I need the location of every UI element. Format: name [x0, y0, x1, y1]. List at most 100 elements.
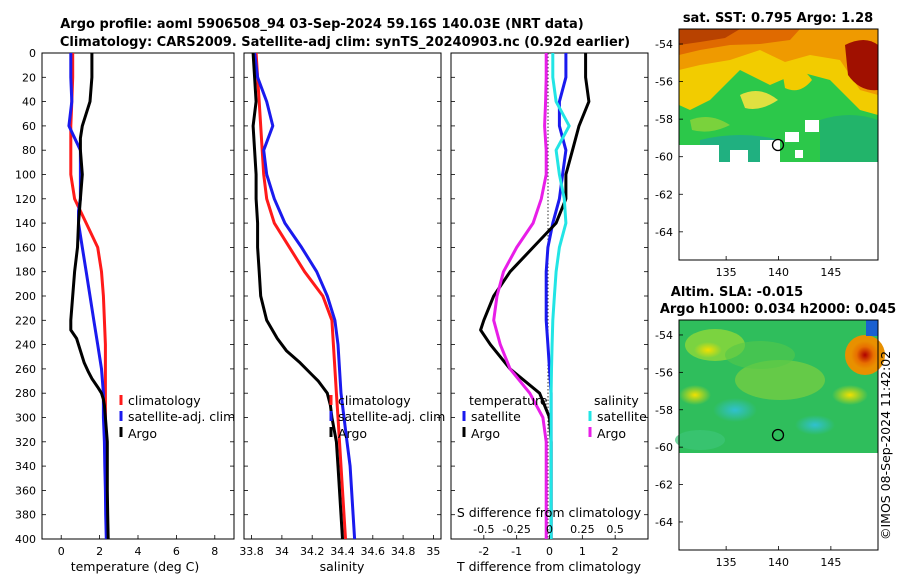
legend-salinity-heading: salinity	[594, 393, 639, 408]
x2-tick-label: 0.25	[570, 523, 595, 536]
sst-heatmap	[679, 29, 878, 260]
series-line-satellite	[67, 53, 108, 539]
map-y-tick-label: -54	[655, 329, 673, 342]
temperature-xlabel: temperature (deg C)	[71, 559, 200, 574]
series-line-salinity-argo	[492, 53, 548, 539]
map-y-tick-label: -58	[655, 404, 673, 417]
x-tick-label: 34.4	[330, 545, 355, 558]
depth-tick-label: 60	[22, 120, 36, 133]
legend-t-satellite-label: satellite	[471, 409, 521, 424]
series-line-salinity-satellite	[549, 53, 571, 539]
sla-map-ticks: 135 140 145 -54 -56 -58 -60 -62 -64	[655, 329, 841, 569]
depth-axis: 0 20 40 60 80 100 120 140 160 180 200 220 240 260 280 3…	[15, 47, 648, 546]
x-tick-label: -2	[478, 545, 489, 558]
salinity-xlabel: salinity	[320, 559, 365, 574]
sla-argo-marker	[771, 428, 785, 442]
sla-map-title: Altim. SLA: -0.015	[671, 285, 803, 300]
sst-argo-marker	[771, 138, 785, 152]
legend-climatology-label: climatology	[128, 393, 201, 408]
depth-tick-label: 200	[15, 290, 36, 303]
map-y-tick-label: -56	[655, 76, 673, 89]
t-difference-xlabel: T difference from climatology	[456, 559, 642, 574]
x-tick-label: 2	[612, 545, 619, 558]
x-tick-label: 34.6	[361, 545, 386, 558]
map-x-tick-label: 135	[716, 266, 737, 279]
depth-tick-label: 40	[22, 96, 36, 109]
x2-tick-label: -0.5	[473, 523, 494, 536]
sla-map-subtitle: Argo h1000: 0.034 h2000: 0.045	[660, 302, 896, 317]
depth-tick-label: 0	[29, 47, 36, 60]
x-tick-label: 34.2	[300, 545, 325, 558]
depth-tick-label: 240	[15, 339, 36, 352]
x-tick-label: 34.8	[391, 545, 416, 558]
x-tick-label: 6	[173, 545, 180, 558]
map-y-tick-label: -60	[655, 441, 673, 454]
x-tick-label: 34	[275, 545, 289, 558]
x-tick-label: 2	[96, 545, 103, 558]
s-difference-xlabel: S difference from climatology	[457, 505, 642, 520]
map-y-tick-label: -62	[655, 188, 673, 201]
map-y-tick-label: -60	[655, 151, 673, 164]
depth-tick-label: 120	[15, 193, 36, 206]
x-tick-label: -1	[511, 545, 522, 558]
figure-title-line1: Argo profile: aoml 5906508_94 03-Sep-202…	[60, 17, 584, 32]
temperature-legend: climatology satellite-adj. clim Argo	[119, 393, 235, 441]
depth-tick-label: 180	[15, 266, 36, 279]
depth-tick-label: 260	[15, 363, 36, 376]
series-line-temperature-satellite	[544, 53, 568, 539]
copyright-stamp: ©IMOS 08-Sep-2024 11:42:02	[878, 351, 893, 540]
depth-tick-label: 340	[15, 460, 36, 473]
salinity-series	[251, 53, 357, 539]
sla-heatmap	[675, 320, 885, 550]
legend-t-argo-label: Argo	[471, 426, 500, 441]
series-line-argo	[69, 53, 110, 539]
sst-map-title: sat. SST: 0.795 Argo: 1.28	[683, 11, 873, 26]
salinity-legend: climatology satellite-adj. clim Argo	[329, 393, 445, 441]
legend-satellite-label: satellite-adj. clim	[128, 409, 235, 424]
x-tick-label: 1	[579, 545, 586, 558]
map-y-tick-label: -62	[655, 479, 673, 492]
depth-tick-label: 160	[15, 241, 36, 254]
x2-tick-label: -0.25	[502, 523, 530, 536]
difference-series	[479, 53, 591, 539]
x2-tick-label: 0.5	[606, 523, 624, 536]
legend-s-argo-label: Argo	[597, 426, 626, 441]
map-x-tick-label: 145	[820, 266, 841, 279]
legend-argo-label: Argo	[128, 426, 157, 441]
difference-axes	[450, 52, 649, 540]
map-y-tick-label: -64	[655, 516, 673, 529]
depth-tick-label: 320	[15, 436, 36, 449]
x-tick-label: 4	[135, 545, 142, 558]
legend-s-satellite-label: satellite	[597, 409, 647, 424]
legend-argo-label: Argo	[338, 426, 367, 441]
temperature-series	[67, 53, 110, 539]
depth-tick-label: 400	[15, 533, 36, 546]
x-tick-label: 35	[426, 545, 440, 558]
depth-tick-label: 80	[22, 144, 36, 157]
depth-tick-label: 360	[15, 484, 36, 497]
series-line-argo	[251, 53, 344, 539]
x-tick-label: 8	[211, 545, 218, 558]
legend-temperature-heading: temperature	[469, 393, 548, 408]
map-y-tick-label: -54	[655, 38, 673, 51]
map-x-tick-label: 140	[768, 556, 789, 569]
x-axis-ticks: 0 2 4 6 8 33.8 34 34.2 34.4 34.6 34.8 35 -2 -1 0 1 2 -0.5…	[58, 523, 624, 558]
map-y-tick-label: -56	[655, 366, 673, 379]
difference-legend: temperature salinity satellite Argo sate…	[462, 393, 647, 441]
x2-tick-label: 0	[546, 523, 553, 536]
depth-tick-label: 140	[15, 217, 36, 230]
depth-tick-label: 220	[15, 314, 36, 327]
depth-tick-label: 100	[15, 169, 36, 182]
series-line-climatology	[254, 53, 347, 539]
map-y-tick-label: -58	[655, 113, 673, 126]
x-tick-label: 33.8	[239, 545, 264, 558]
sst-map-ticks: 135 140 145 -54 -56 -58 -60 -62 -64	[655, 38, 841, 279]
figure-title-line2: Climatology: CARS2009. Satellite-adj cli…	[60, 35, 630, 50]
x-tick-label: 0	[58, 545, 65, 558]
legend-climatology-label: climatology	[338, 393, 411, 408]
depth-tick-label: 300	[15, 412, 36, 425]
depth-tick-label: 20	[22, 71, 36, 84]
x-tick-label: 0	[546, 545, 553, 558]
map-x-tick-label: 145	[820, 556, 841, 569]
